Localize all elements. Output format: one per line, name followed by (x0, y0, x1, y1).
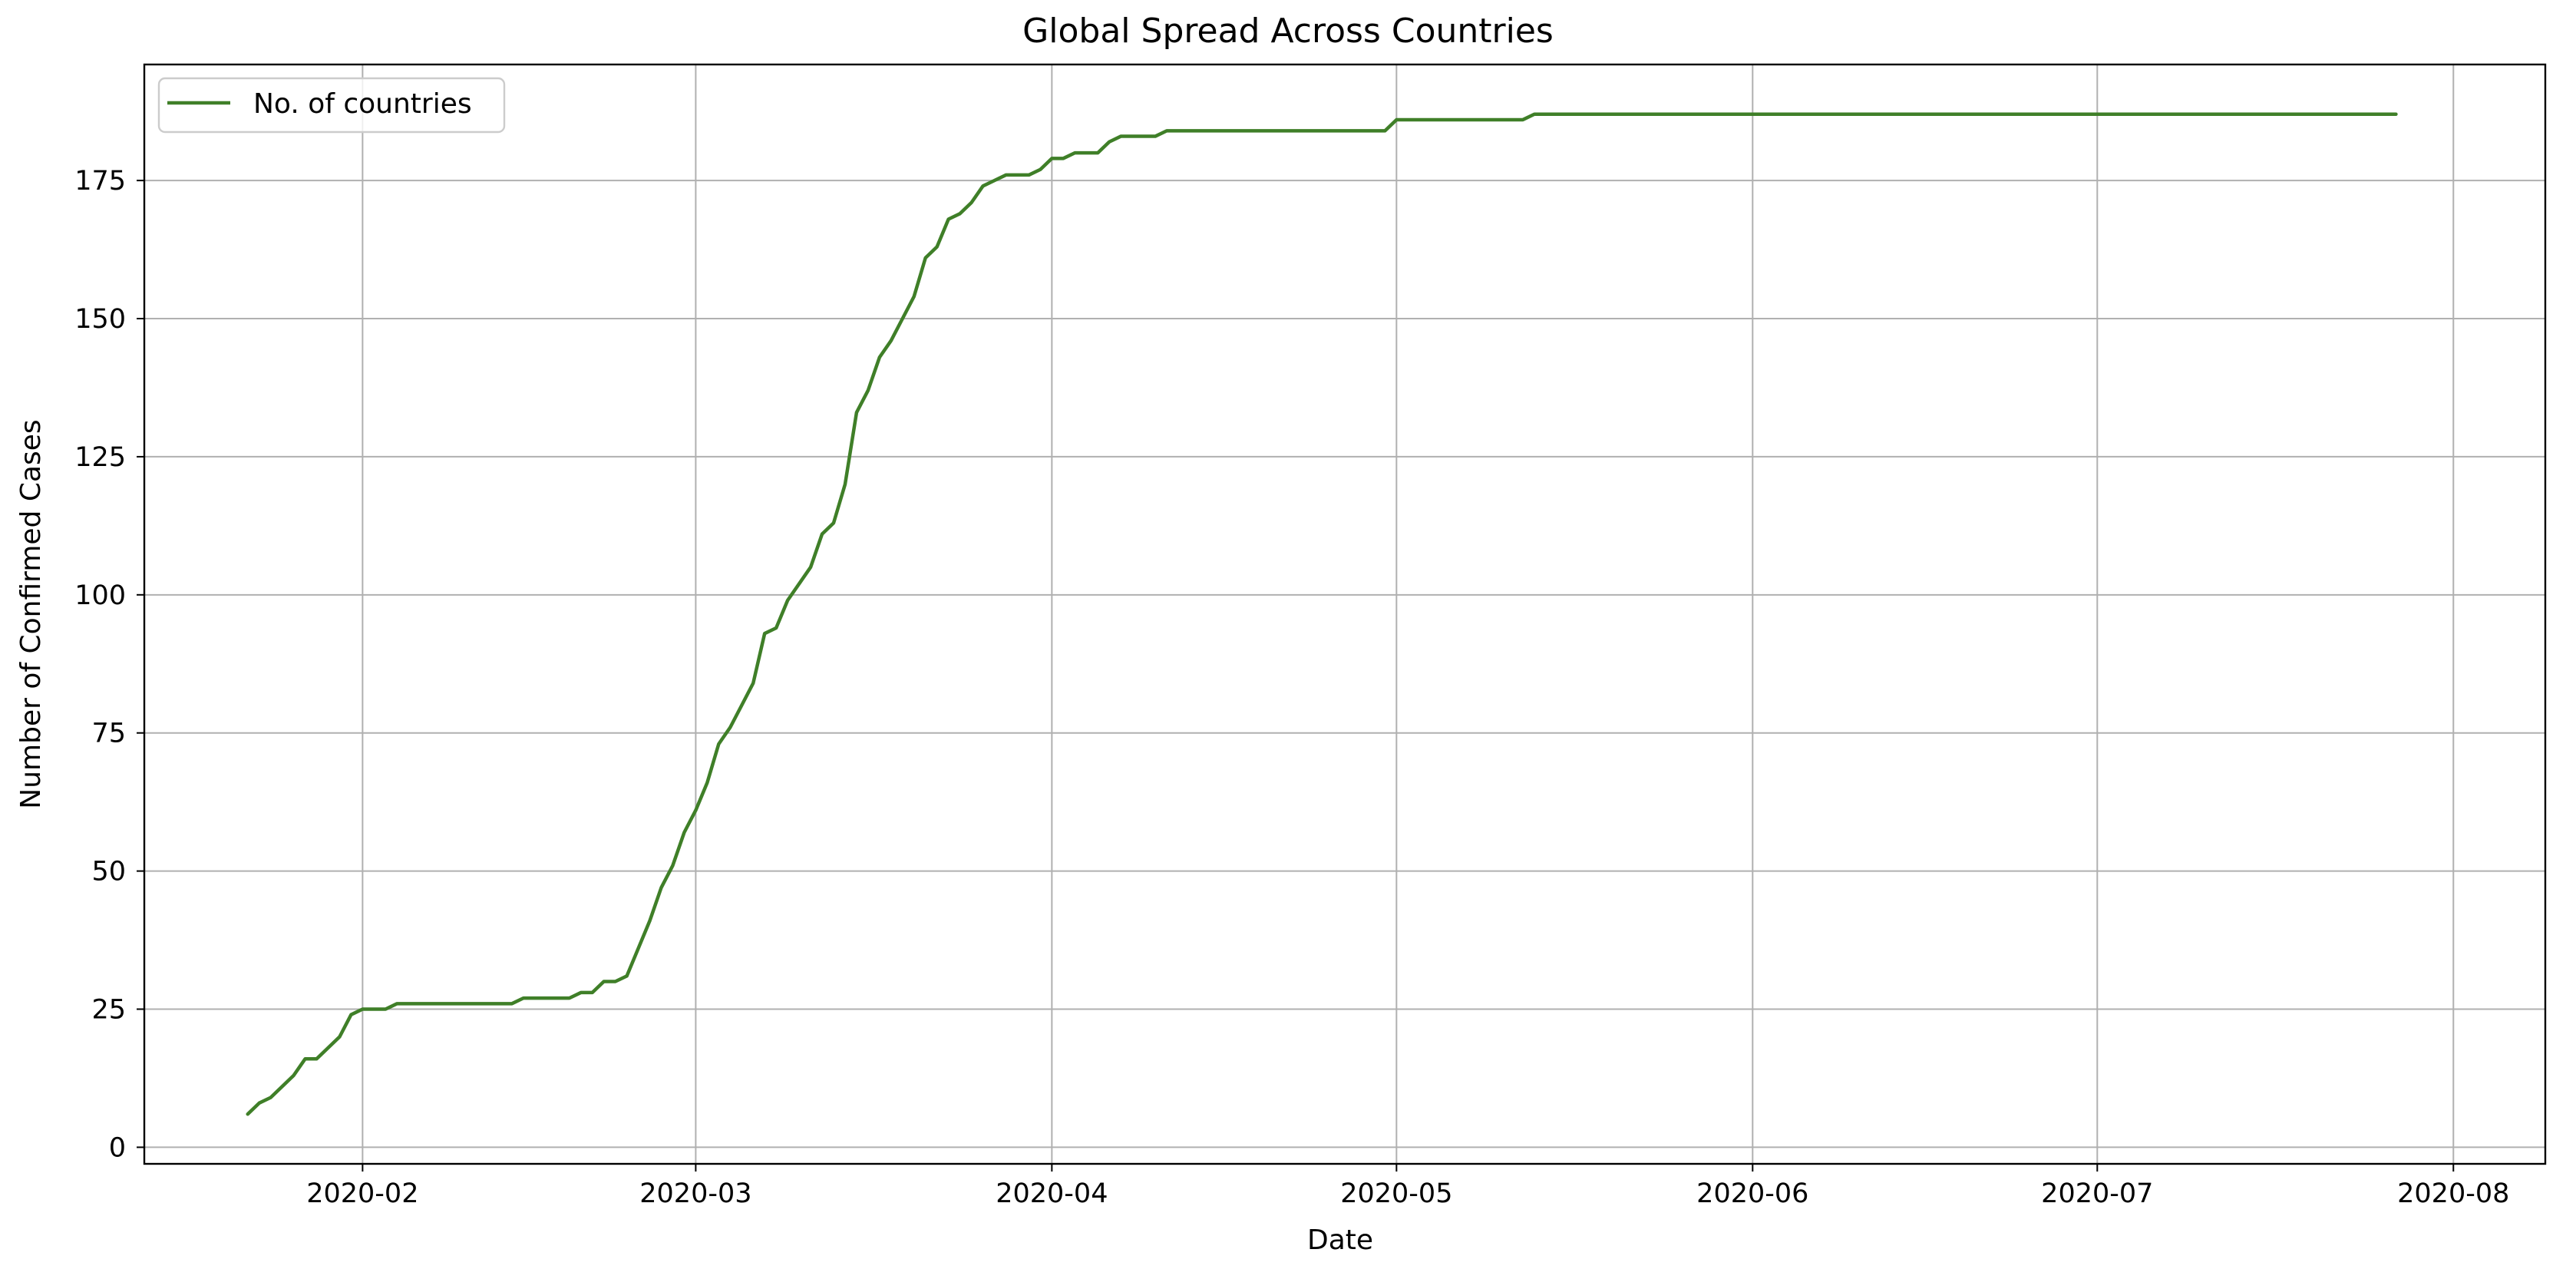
y-tick-label: 50 (91, 857, 126, 887)
chart-title: Global Spread Across Countries (1022, 12, 1554, 51)
x-tick-label: 2020-05 (1340, 1178, 1452, 1209)
x-tick-label: 2020-07 (2041, 1178, 2153, 1209)
y-tick-label: 75 (91, 719, 126, 749)
legend-label-no-of-countries: No. of countries (253, 88, 472, 120)
y-tick-label: 100 (74, 580, 126, 611)
y-tick-label: 150 (74, 304, 126, 335)
y-tick-label: 25 (91, 995, 126, 1026)
x-axis-label: Date (1307, 1224, 1373, 1256)
x-tick-label: 2020-06 (1696, 1178, 1808, 1209)
x-axis-ticks: 2020-02 2020-03 2020-04 2020-05 2020-06 2020-… (306, 1164, 2509, 1209)
x-tick-label: 2020-08 (2397, 1178, 2509, 1209)
grid (144, 64, 2545, 1164)
y-tick-label: 125 (74, 442, 126, 473)
series-line-no-of-countries (246, 112, 2398, 1116)
y-axis-label: Number of Confirmed Cases (15, 419, 47, 808)
legend: No. of countries (157, 77, 506, 134)
y-tick-label: 175 (74, 166, 126, 197)
legend-box (157, 77, 506, 134)
y-tick-label: 0 (109, 1132, 126, 1163)
y-axis-ticks: 0 25 50 75 100 125 150 175 (74, 166, 144, 1163)
x-tick-label: 2020-04 (996, 1178, 1108, 1209)
x-tick-label: 2020-02 (306, 1178, 418, 1209)
x-tick-label: 2020-03 (639, 1178, 751, 1209)
plot-area-frame (143, 63, 2547, 1165)
